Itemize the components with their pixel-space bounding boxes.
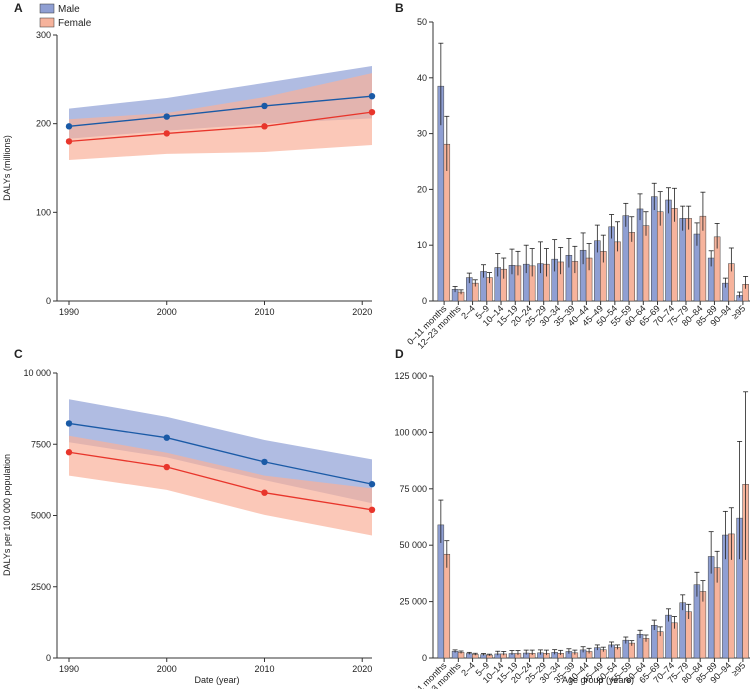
panel-b-bar-male	[665, 199, 672, 302]
panel-letter-a: A	[14, 1, 23, 15]
panel-c-x-tick-label: 1990	[59, 664, 79, 674]
panel-letter-c: C	[14, 347, 23, 361]
panel-a-x-tick-label: 2020	[352, 307, 372, 317]
panel-a-x-tick-label: 2000	[157, 307, 177, 317]
panel-d-bar-male	[437, 524, 445, 659]
panel-c-point-female	[368, 506, 376, 513]
panel-b-x-tick-label: ≥95	[730, 303, 748, 321]
panel-c-point-female	[163, 463, 170, 471]
panel-c-point-male	[261, 458, 268, 466]
panel-c-y-tick-label: 2500	[31, 582, 51, 592]
panel-a-point-male	[368, 92, 376, 100]
panel-a-point-female	[163, 130, 170, 137]
panel-c-y-tick-label: 10 000	[23, 368, 51, 378]
panel-c-point-male	[368, 480, 376, 488]
panel-a-point-female	[368, 108, 376, 116]
panel-b-y-tick-label: 40	[417, 73, 427, 83]
panel-c-y-title: DALYs per 100 000 population	[2, 454, 12, 576]
panel-d-bar-female	[443, 553, 451, 659]
panel-c-band-female	[69, 435, 372, 536]
panel-d-bar-male	[665, 614, 672, 659]
panel-a-point-male	[261, 102, 268, 110]
panel-a-point-male	[65, 123, 73, 130]
legend-label-male: Male	[58, 4, 80, 15]
panel-b-bar-female	[685, 218, 692, 302]
panel-letter-d: D	[395, 347, 404, 361]
legend-swatch-male	[39, 3, 55, 14]
panel-d-y-tick-label: 0	[422, 653, 427, 663]
panel-c-x-tick-label: 2010	[254, 664, 274, 674]
panel-b-bar-female	[642, 225, 650, 302]
panel-a-y-tick-label: 200	[36, 119, 51, 129]
panel-a-x-tick-label: 2010	[254, 307, 274, 317]
panel-a-y-tick-label: 100	[36, 207, 51, 217]
panel-a-line-male	[68, 95, 373, 127]
panel-c-line-male	[68, 422, 373, 485]
panel-d-y-tick-label: 125 000	[394, 371, 427, 381]
panel-a-point-male	[163, 113, 170, 120]
panel-b-y-tick-label: 20	[417, 184, 427, 194]
panel-a-point-female	[261, 123, 268, 130]
panel-b-y-tick-label: 0	[422, 296, 427, 306]
panel-b-bar-female	[628, 232, 636, 302]
panel-b-y-tick-label: 50	[417, 17, 427, 27]
panel-d-x-tick-label: ≥95	[730, 660, 748, 678]
panel-d-y-tick-label: 50 000	[399, 540, 427, 550]
panel-c-y-tick-label: 0	[46, 653, 51, 663]
panel-a-band-female	[69, 73, 372, 161]
panel-b-bar-male	[636, 208, 644, 302]
legend: Male Female	[39, 3, 92, 29]
panel-d-y-tick-label: 75 000	[399, 484, 427, 494]
panel-d-y-tick-label: 100 000	[394, 427, 427, 437]
panel-a-x-tick-label: 1990	[59, 307, 79, 317]
legend-label-female: Female	[58, 18, 92, 29]
panel-letter-b: B	[395, 1, 404, 15]
panel-b-bar-female	[671, 208, 678, 302]
panel-a-line-female	[68, 111, 373, 143]
panel-d-y-tick-label: 25 000	[399, 597, 427, 607]
panel-b-y-tick-label: 10	[417, 240, 427, 250]
panel-b-bar-male	[679, 218, 686, 302]
panel-d-bar-male	[679, 602, 686, 659]
panel-a-y-tick-label: 300	[36, 30, 51, 40]
panel-b-y-tick-label: 30	[417, 129, 427, 139]
panel-c-x-tick-label: 2020	[352, 664, 372, 674]
panel-a-y-title: DALYs (millions)	[2, 135, 12, 201]
panel-c-line-female	[68, 451, 373, 511]
panel-c-point-female	[65, 449, 73, 456]
panel-d-bar-male	[651, 625, 658, 659]
time-x-title: Date (year)	[194, 675, 239, 685]
panel-a-point-female	[65, 138, 73, 145]
panel-c-x-tick-label: 2000	[157, 664, 177, 674]
panel-c-point-male	[163, 434, 170, 441]
panel-c-point-female	[261, 489, 268, 496]
panel-c-point-male	[65, 420, 73, 427]
panel-b-bar-male	[622, 215, 630, 302]
legend-swatch-female	[39, 17, 55, 28]
panel-c-y-tick-label: 7500	[31, 439, 51, 449]
panel-c-y-tick-label: 5000	[31, 511, 51, 521]
panel-b-bar-male	[651, 196, 658, 302]
panel-a-y-tick-label: 0	[46, 296, 51, 306]
age-x-title: Age group (years)	[562, 675, 634, 685]
